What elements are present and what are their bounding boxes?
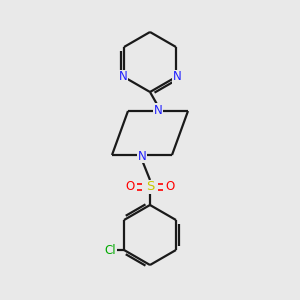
Text: N: N	[118, 70, 127, 83]
Text: N: N	[172, 70, 182, 83]
Text: Cl: Cl	[104, 244, 116, 256]
Text: N: N	[154, 103, 162, 116]
Text: O: O	[125, 181, 135, 194]
Text: S: S	[146, 181, 154, 194]
Text: N: N	[138, 149, 146, 163]
Text: O: O	[165, 181, 175, 194]
